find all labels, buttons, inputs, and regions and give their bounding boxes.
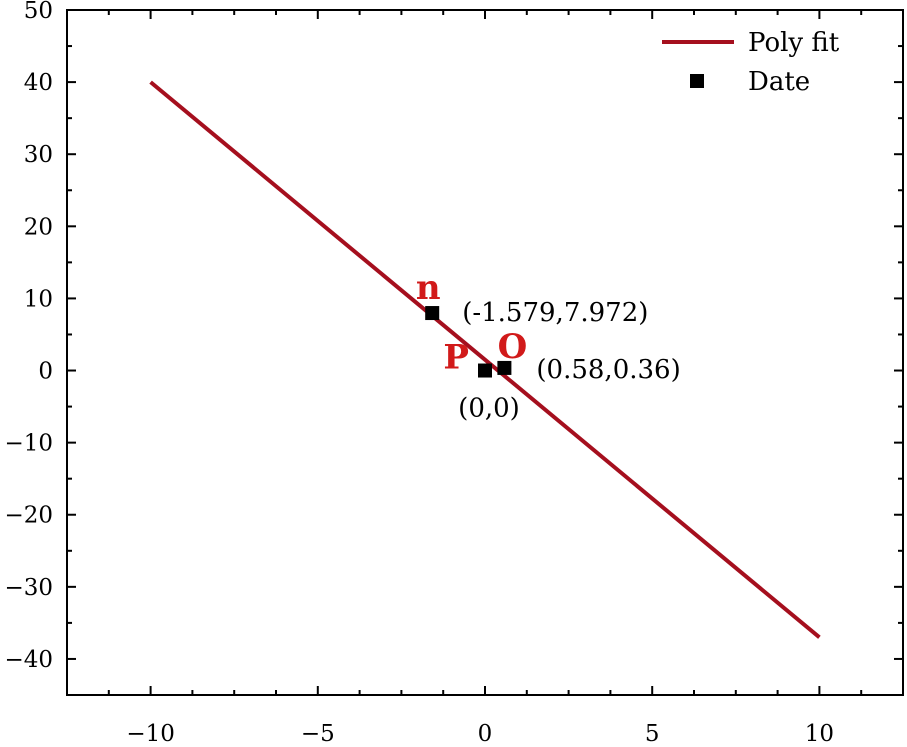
point-letter-p: P xyxy=(443,338,469,378)
y-tick-label: 0 xyxy=(38,359,53,385)
point-letter-n: n xyxy=(416,268,441,308)
legend-label-poly-fit: Poly fit xyxy=(748,28,840,58)
y-tick-label: −20 xyxy=(4,503,53,529)
y-tick-label: 40 xyxy=(24,70,53,96)
y-tick-label: 20 xyxy=(24,214,53,240)
x-tick-label: 10 xyxy=(805,721,834,747)
y-tick-label: 30 xyxy=(24,142,53,168)
point-label-n: (-1.579,7.972) xyxy=(462,298,648,328)
plot-frame xyxy=(66,9,904,696)
point-label-o: (0.58,0.36) xyxy=(536,355,680,385)
y-tick-label: −30 xyxy=(4,575,53,601)
data-point-marker xyxy=(478,363,492,378)
y-tick-label: 50 xyxy=(24,0,53,24)
point-label-p: (0,0) xyxy=(458,394,520,424)
x-tick-label: −10 xyxy=(126,721,175,747)
legend-marker-swatch xyxy=(690,74,704,88)
legend-label-date: Date xyxy=(748,67,810,97)
y-tick-label: −10 xyxy=(4,431,53,457)
data-point-marker xyxy=(497,360,512,375)
y-tick-label: 10 xyxy=(24,286,53,312)
x-tick-label: 0 xyxy=(478,721,493,747)
y-tick-label: −40 xyxy=(4,647,53,673)
point-letter-o: O xyxy=(498,327,528,367)
poly-fit-line xyxy=(149,80,821,639)
x-tick-label: 5 xyxy=(645,721,660,747)
data-point-marker xyxy=(425,306,440,321)
x-tick-label: −5 xyxy=(301,721,335,747)
